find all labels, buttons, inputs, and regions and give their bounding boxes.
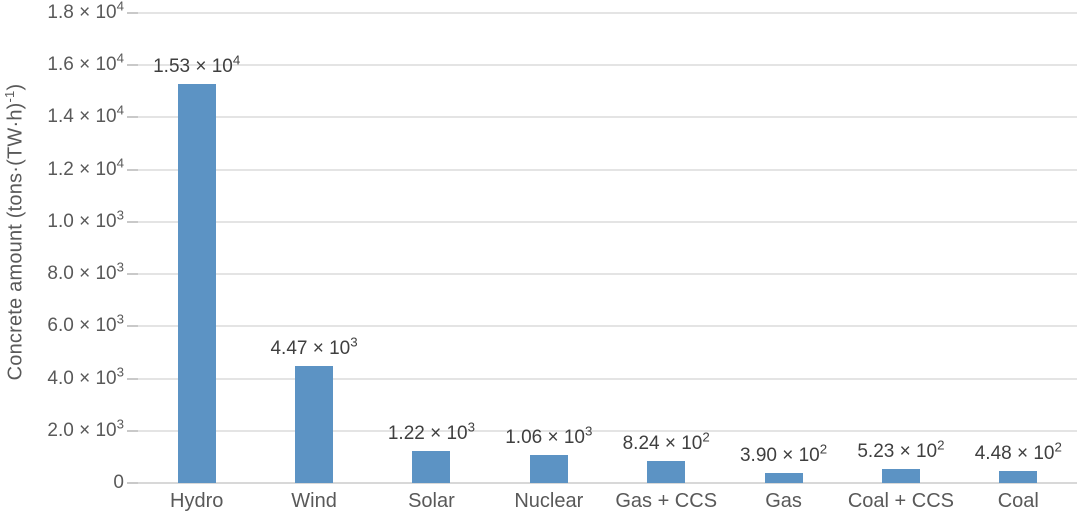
- y-tick-label: 1.2 × 104: [47, 155, 124, 180]
- y-tick-mark: [127, 482, 138, 484]
- exponent: 4: [116, 103, 124, 119]
- y-tick-label: 6.0 × 103: [47, 312, 124, 337]
- exponent: 3: [585, 423, 593, 439]
- bar-hydro: [177, 83, 216, 483]
- gridline: [138, 220, 1077, 223]
- x-axis-line: [138, 482, 1077, 484]
- x-category-label: Coal + CCS: [847, 490, 955, 512]
- bar-value-label: 5.23 × 102: [857, 438, 945, 463]
- y-tick-mark: [127, 325, 138, 328]
- exponent: 3: [116, 416, 124, 432]
- y-tick-label: 4.0 × 103: [47, 364, 124, 389]
- y-tick-mark: [127, 64, 138, 67]
- bar-value-label: 1.22 × 103: [387, 419, 476, 445]
- y-tick-mark: [127, 273, 138, 276]
- bar-gas-ccs: [647, 461, 686, 483]
- y-tick-label: 0: [113, 472, 124, 493]
- bar-value-label: 1.53 × 104: [153, 52, 241, 77]
- x-category-label: Gas: [765, 490, 802, 512]
- y-axis-title-text: Concrete amount (tons·(TW·h): [4, 102, 27, 381]
- gridline: [138, 325, 1077, 328]
- x-category-label: Wind: [291, 490, 337, 512]
- exponent: 3: [116, 259, 124, 275]
- gridline: [138, 429, 1077, 432]
- y-tick-label: 2.0 × 103: [47, 416, 124, 441]
- exponent: 4: [116, 155, 124, 171]
- exponent: 2: [702, 430, 710, 446]
- bar-solar: [412, 451, 451, 483]
- exponent: 3: [116, 312, 124, 327]
- exponent: 3: [116, 364, 124, 380]
- gridline: [138, 64, 1077, 67]
- exponent: 2: [819, 441, 828, 457]
- bar-value-label: 4.47 × 103: [270, 334, 358, 360]
- y-axis-title-superscript: -1: [1, 90, 17, 103]
- bar-gas: [764, 472, 803, 483]
- y-tick-mark: [127, 116, 138, 119]
- bar-coal-ccs: [881, 469, 920, 483]
- y-tick-label: 1.8 × 104: [47, 0, 124, 23]
- bar-value-label: 3.90 × 102: [739, 441, 828, 466]
- bar-value-label: 1.06 × 103: [505, 423, 593, 449]
- exponent: 4: [116, 50, 124, 66]
- exponent: 3: [467, 419, 476, 435]
- x-category-label: Solar: [408, 490, 455, 512]
- exponent: 3: [116, 207, 124, 223]
- exponent: 4: [116, 0, 124, 14]
- bar-value-label: 8.24 × 102: [622, 430, 710, 455]
- bar-nuclear: [529, 455, 568, 483]
- bar-value-label: 4.48 × 102: [974, 439, 1062, 465]
- gridline: [138, 116, 1077, 119]
- x-category-label: Hydro: [170, 490, 224, 512]
- y-tick-label: 1.0 × 103: [47, 207, 124, 232]
- exponent: 3: [350, 334, 358, 350]
- y-tick-mark: [127, 12, 138, 14]
- bar-wind: [295, 366, 334, 483]
- y-tick-label: 8.0 × 103: [47, 259, 124, 285]
- y-tick-label: 1.6 × 104: [47, 50, 124, 76]
- gridline: [138, 273, 1077, 276]
- exponent: 2: [937, 438, 945, 454]
- y-tick-mark: [127, 377, 138, 380]
- gridline: [138, 168, 1077, 171]
- y-axis-title-close: ): [4, 83, 27, 91]
- y-tick-label: 1.4 × 104: [47, 103, 124, 128]
- y-tick-mark: [127, 220, 138, 223]
- gridline: [138, 377, 1077, 380]
- y-tick-mark: [127, 429, 138, 432]
- y-tick-mark: [127, 168, 138, 171]
- gridline: [138, 12, 1077, 14]
- exponent: 2: [1054, 439, 1062, 455]
- bar-coal: [999, 471, 1038, 483]
- x-category-label: Gas + CCS: [615, 490, 718, 512]
- exponent: 4: [232, 52, 241, 68]
- x-category-label: Coal: [997, 490, 1039, 512]
- x-category-label: Nuclear: [514, 490, 584, 512]
